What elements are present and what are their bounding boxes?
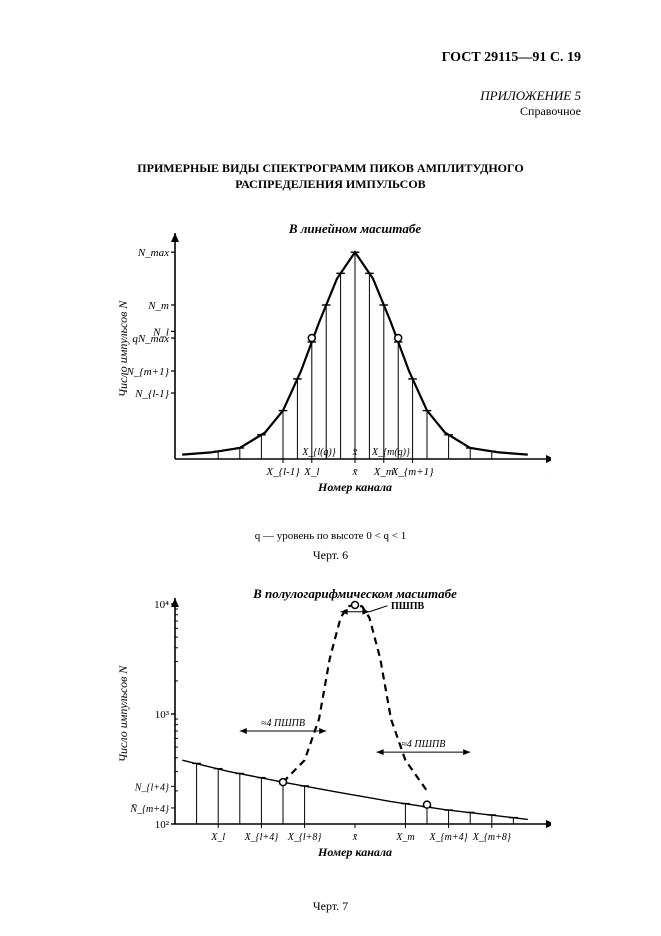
- figure-6: В линейном масштабе Число импульсов N N_ma…: [111, 215, 551, 563]
- svg-text:x̄: x̄: [351, 466, 357, 478]
- appendix-type: Справочное: [520, 104, 581, 119]
- title-line-2: РАСПРЕДЕЛЕНИЯ ИМПУЛЬСОВ: [0, 176, 661, 192]
- svg-text:X_{m+1}: X_{m+1}: [390, 466, 433, 478]
- page-title: ПРИМЕРНЫЕ ВИДЫ СПЕКТРОГРАММ ПИКОВ АМПЛИТ…: [0, 160, 661, 192]
- svg-text:qN_max: qN_max: [132, 333, 169, 345]
- svg-text:Число импульсов N: Число импульсов N: [116, 665, 130, 763]
- svg-text:N_m: N_m: [147, 300, 169, 312]
- svg-text:X: X: [550, 831, 551, 843]
- svg-text:X_l: X_l: [210, 832, 225, 843]
- svg-text:X_{l(q)}: X_{l(q)}: [301, 447, 336, 458]
- svg-text:Число импульсов N: Число импульсов N: [116, 300, 130, 398]
- svg-text:В линейном масштабе: В линейном масштабе: [287, 221, 421, 236]
- appendix-number: ПРИЛОЖЕНИЕ 5: [480, 88, 581, 104]
- svg-text:X_{l+4}: X_{l+4}: [243, 832, 278, 843]
- svg-text:N_{l+4}: N_{l+4}: [133, 782, 168, 793]
- figure-6-caption: Черт. 6: [111, 548, 551, 563]
- figure-7-caption: Черт. 7: [111, 899, 551, 914]
- figure-7-chart: В полулогарифмическом масштабе Число импу…: [111, 580, 551, 890]
- svg-text:10³: 10³: [154, 709, 169, 721]
- figure-6-note: q — уровень по высоте 0 < q < 1: [111, 530, 551, 542]
- svg-text:N_max: N_max: [136, 247, 168, 259]
- svg-text:X_l: X_l: [303, 466, 319, 478]
- svg-text:x̄: x̄: [351, 447, 357, 458]
- figure-7: В полулогарифмическом масштабе Число импу…: [111, 580, 551, 914]
- svg-text:10²: 10²: [154, 819, 169, 831]
- svg-text:X_{m+4}: X_{m+4}: [428, 832, 467, 843]
- svg-text:x̄: x̄: [351, 832, 357, 843]
- svg-text:N_{l-1}: N_{l-1}: [134, 388, 169, 400]
- svg-text:ПШПВ: ПШПВ: [391, 601, 425, 612]
- page-header: ГОСТ 29115—91 С. 19: [442, 50, 581, 66]
- svg-text:≈4 ПШПВ: ≈4 ПШПВ: [261, 718, 305, 729]
- svg-text:X_{l+8}: X_{l+8}: [286, 832, 321, 843]
- svg-text:X_{m+8}: X_{m+8}: [471, 832, 510, 843]
- svg-text:X: X: [550, 466, 551, 478]
- svg-text:Номер канала: Номер канала: [316, 480, 391, 494]
- svg-text:10⁴: 10⁴: [154, 599, 169, 611]
- figure-6-chart: В линейном масштабе Число импульсов N N_ma…: [111, 215, 551, 525]
- svg-text:≈4 ПШПВ: ≈4 ПШПВ: [401, 739, 445, 750]
- svg-text:В полулогарифмическом масштабе: В полулогарифмическом масштабе: [252, 586, 457, 601]
- svg-text:X_m: X_m: [395, 832, 414, 843]
- svg-text:X_{l-1}: X_{l-1}: [265, 466, 300, 478]
- svg-text:N_{m+1}: N_{m+1}: [125, 366, 169, 378]
- title-line-1: ПРИМЕРНЫЕ ВИДЫ СПЕКТРОГРАММ ПИКОВ АМПЛИТ…: [0, 160, 661, 176]
- svg-text:X_{m(q)}: X_{m(q)}: [371, 447, 410, 458]
- svg-text:Номер канала: Номер канала: [316, 845, 391, 859]
- svg-text:N̄_{m+4}: N̄_{m+4}: [129, 803, 169, 815]
